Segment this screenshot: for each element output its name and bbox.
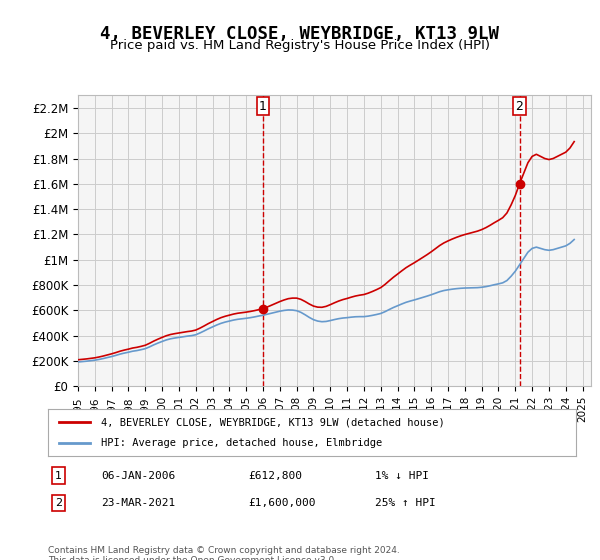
Text: £1,600,000: £1,600,000 xyxy=(248,498,316,508)
Text: Contains HM Land Registry data © Crown copyright and database right 2024.
This d: Contains HM Land Registry data © Crown c… xyxy=(48,546,400,560)
Text: £612,800: £612,800 xyxy=(248,471,302,481)
Text: 2: 2 xyxy=(515,100,523,113)
Text: 4, BEVERLEY CLOSE, WEYBRIDGE, KT13 9LW: 4, BEVERLEY CLOSE, WEYBRIDGE, KT13 9LW xyxy=(101,25,499,43)
Text: 06-JAN-2006: 06-JAN-2006 xyxy=(101,471,175,481)
Text: 25% ↑ HPI: 25% ↑ HPI xyxy=(376,498,436,508)
Text: 1: 1 xyxy=(55,471,62,481)
Text: 4, BEVERLEY CLOSE, WEYBRIDGE, KT13 9LW (detached house): 4, BEVERLEY CLOSE, WEYBRIDGE, KT13 9LW (… xyxy=(101,417,445,427)
Text: 1% ↓ HPI: 1% ↓ HPI xyxy=(376,471,430,481)
Text: Price paid vs. HM Land Registry's House Price Index (HPI): Price paid vs. HM Land Registry's House … xyxy=(110,39,490,52)
Text: 23-MAR-2021: 23-MAR-2021 xyxy=(101,498,175,508)
Text: 2: 2 xyxy=(55,498,62,508)
Text: HPI: Average price, detached house, Elmbridge: HPI: Average price, detached house, Elmb… xyxy=(101,438,382,448)
Text: 1: 1 xyxy=(259,100,267,113)
